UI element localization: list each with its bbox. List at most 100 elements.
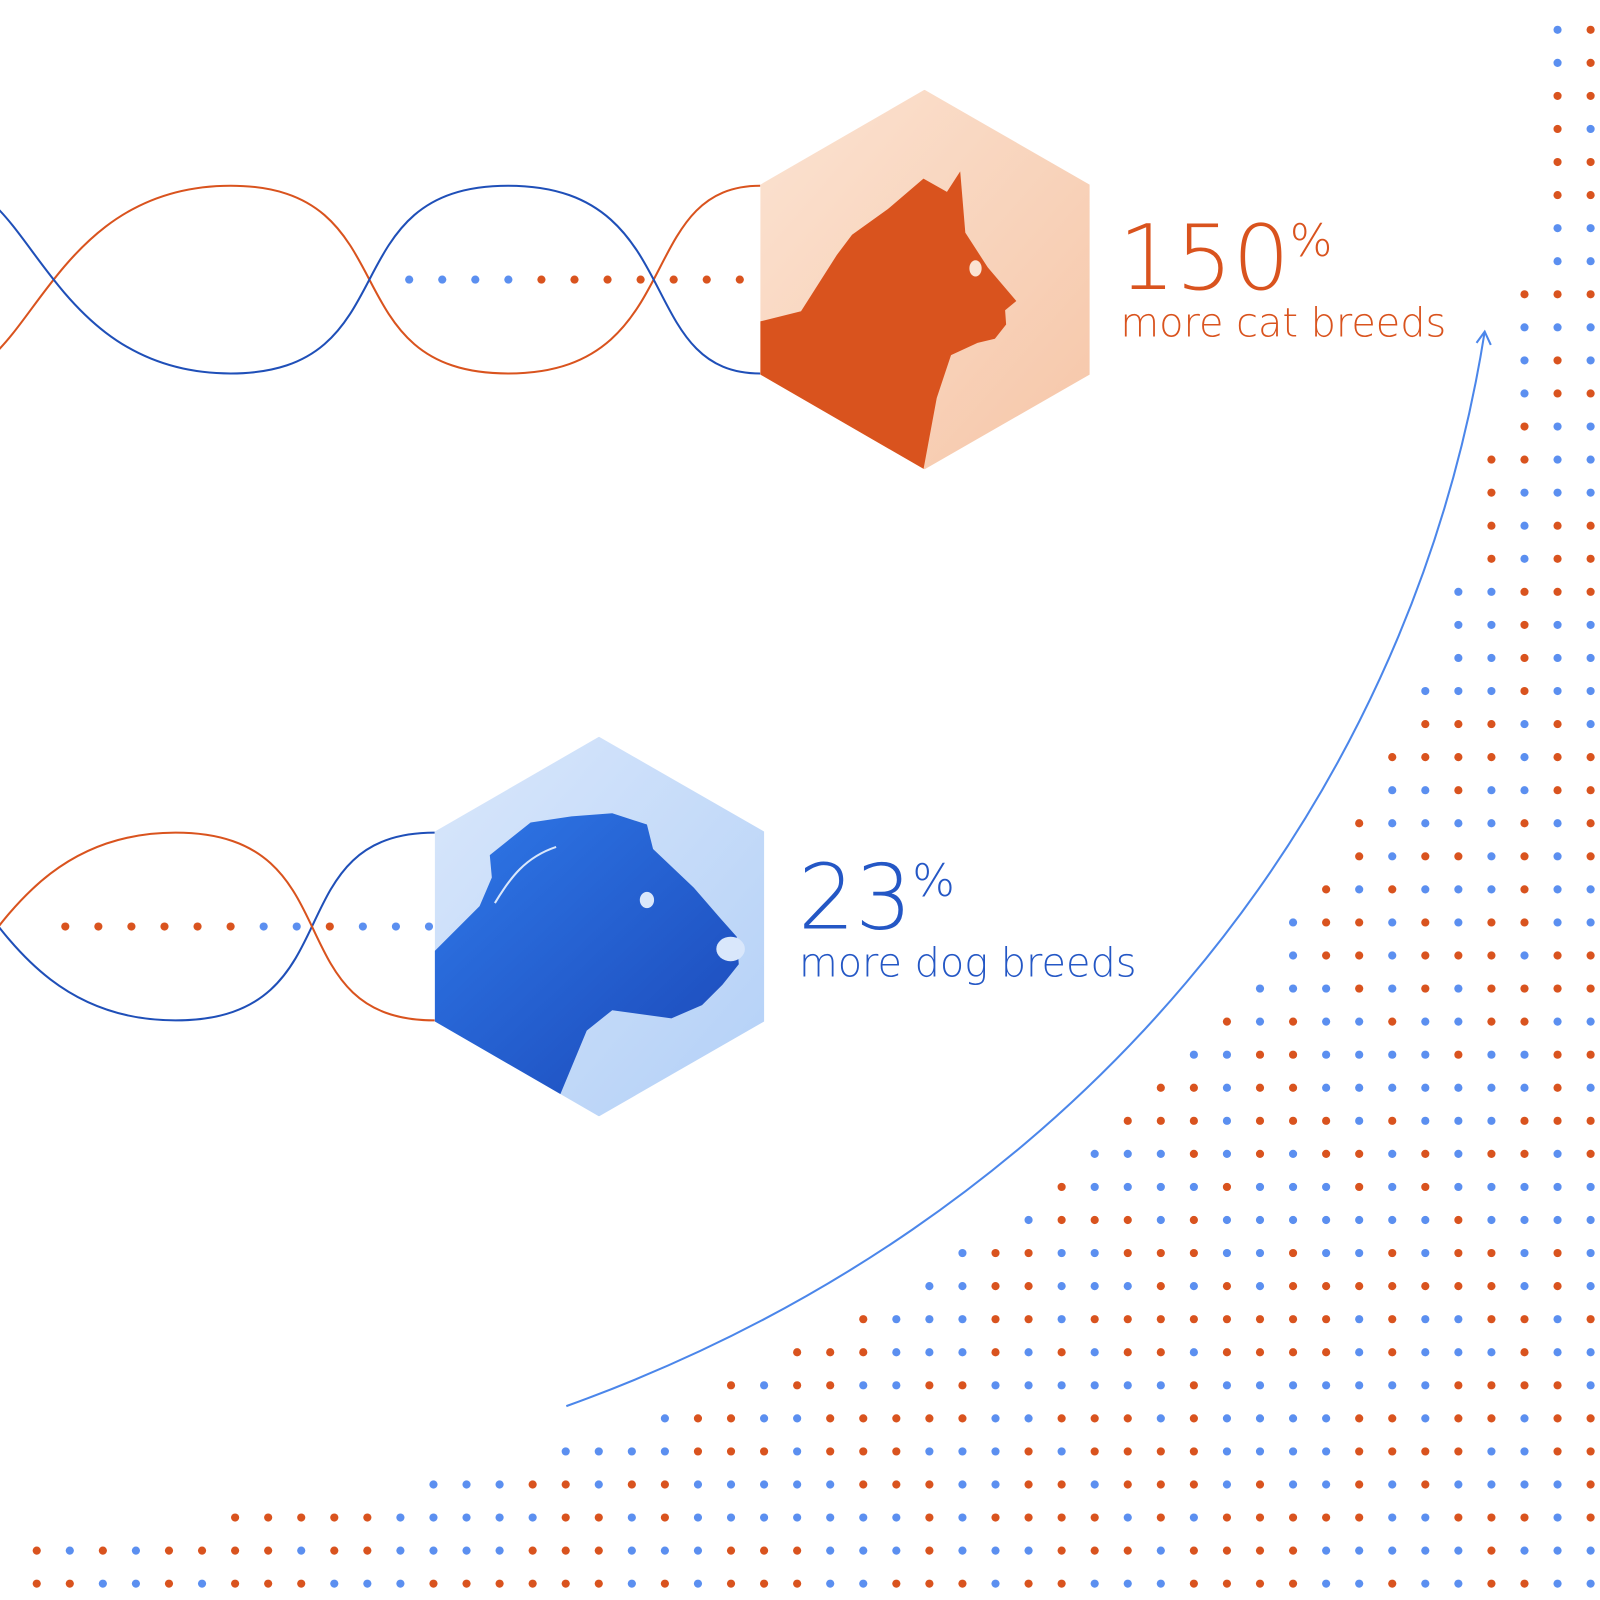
dot [1255,984,1265,993]
dot [760,1381,769,1390]
dot [1090,1315,1099,1324]
arrow-curve [565,331,1486,1408]
dot [1553,653,1562,663]
dot [1255,1447,1265,1456]
dog-silhouette [434,813,739,1097]
dot [1487,720,1496,729]
dot [1520,422,1529,431]
dot [925,1546,934,1555]
dot [1255,1017,1265,1026]
dot [1421,1579,1430,1588]
dot [1553,422,1562,431]
dot [391,922,400,931]
dot [1189,1348,1198,1357]
dot [1586,323,1595,332]
dot [826,1546,835,1555]
dot [462,1513,471,1522]
dot [991,1513,1000,1522]
dot [1057,1315,1066,1324]
dot [793,1381,802,1390]
dot [1454,1149,1463,1158]
dot [1156,1447,1165,1456]
dot [1487,488,1496,497]
dot [958,1248,967,1258]
dot [1322,1215,1331,1225]
dot [1388,1017,1397,1026]
dot [1454,1513,1463,1522]
dot [1288,1513,1298,1522]
dot [1024,1248,1033,1258]
dot [859,1348,868,1357]
dot [1355,1149,1364,1158]
dot [131,1546,140,1555]
dot [1090,1215,1099,1225]
dot [726,1513,736,1522]
dot [1553,124,1562,134]
dot [958,1282,967,1291]
dot [1355,885,1364,894]
dot [1520,720,1529,729]
dot [760,1414,769,1423]
dot [1553,58,1562,67]
dot [1024,1546,1033,1555]
dot [1222,1083,1232,1092]
dot [1586,951,1595,960]
dot [1586,1116,1595,1125]
dot [1388,1116,1397,1125]
dot [1586,290,1595,299]
dot [1024,1215,1033,1225]
dot [1553,554,1562,563]
dot [561,1579,570,1588]
dot [1090,1546,1099,1555]
dot [1586,389,1595,398]
dot [1288,1182,1298,1192]
dot [1553,323,1562,332]
dot [1355,1447,1364,1456]
dot [1189,1480,1198,1489]
dot [1388,1414,1397,1423]
dot [1553,1414,1562,1423]
dot [1586,1546,1595,1555]
dot [1355,1050,1364,1059]
dot [1487,1480,1496,1489]
dot [1322,1447,1331,1456]
dot [1189,1149,1198,1158]
dot [1288,951,1298,960]
dot [1487,951,1496,960]
dot [1090,1248,1099,1258]
dot [793,1546,802,1555]
dot [1454,686,1463,696]
dot [1454,786,1463,795]
dot [1553,1579,1562,1588]
dot [1586,753,1595,762]
dog-unit: % [912,854,955,907]
dot [1553,819,1562,828]
dot [396,1579,405,1588]
dot [495,1480,504,1489]
dot [1421,1282,1430,1291]
dot [264,1546,273,1555]
dot [925,1381,934,1390]
dot [1288,1083,1298,1092]
dot [1553,1116,1562,1125]
dot [859,1315,868,1324]
dot [693,1447,703,1456]
dot [1156,1480,1165,1489]
dot [1520,1215,1529,1225]
dot [1421,1215,1430,1225]
dot [1454,1050,1463,1059]
dot [925,1315,934,1324]
cat-dotted-line [405,275,744,284]
dot [1487,1017,1496,1026]
dot [1520,620,1529,629]
dot [1288,1215,1298,1225]
dot [330,1546,339,1555]
dot [1024,1447,1033,1456]
dot [1355,1182,1364,1192]
dot [1421,1017,1430,1026]
dot [1322,984,1331,993]
dot [1355,1414,1364,1423]
dot [1553,91,1562,100]
dot [1322,1149,1331,1158]
dot [160,922,169,931]
